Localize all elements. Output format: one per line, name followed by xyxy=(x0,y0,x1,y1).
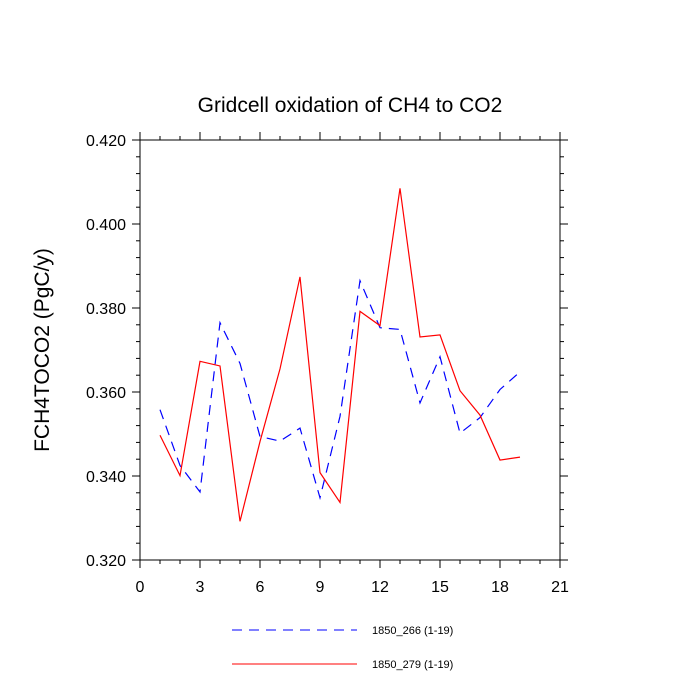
y-axis-label: FCH4TOCO2 (PgC/y) xyxy=(31,248,54,452)
y-tick-label: 0.320 xyxy=(86,553,126,570)
legend-label-1: 1850_266 (1-19) xyxy=(372,625,453,637)
y-tick-label: 0.360 xyxy=(86,385,126,402)
series-line-2 xyxy=(159,188,521,522)
chart-title: Gridcell oxidation of CH4 to CO2 xyxy=(198,94,503,117)
x-tick-label: 3 xyxy=(196,579,205,596)
x-tick-label: 21 xyxy=(551,579,569,596)
axis-ticks: 0 3 6 9 12 15 18 21 0.320 0.340 0.360 0.380 0.400 0.4… xyxy=(86,132,569,596)
series-line-1 xyxy=(159,278,521,501)
y-tick-label: 0.340 xyxy=(86,469,126,486)
series-lines xyxy=(159,188,521,522)
plot-frame xyxy=(139,139,561,561)
x-tick-label: 12 xyxy=(371,579,389,596)
legend-label-2: 1850_279 (1-19) xyxy=(372,659,453,671)
y-tick-label: 0.400 xyxy=(86,217,126,234)
legend: 1850_266 (1-19) 1850_279 (1-19) xyxy=(232,625,453,671)
y-tick-label: 0.420 xyxy=(86,133,126,150)
x-tick-label: 15 xyxy=(431,579,449,596)
x-tick-label: 0 xyxy=(136,579,145,596)
y-tick-label: 0.380 xyxy=(86,301,126,318)
x-tick-label: 9 xyxy=(316,579,325,596)
x-tick-label: 6 xyxy=(256,579,265,596)
x-tick-label: 18 xyxy=(491,579,509,596)
